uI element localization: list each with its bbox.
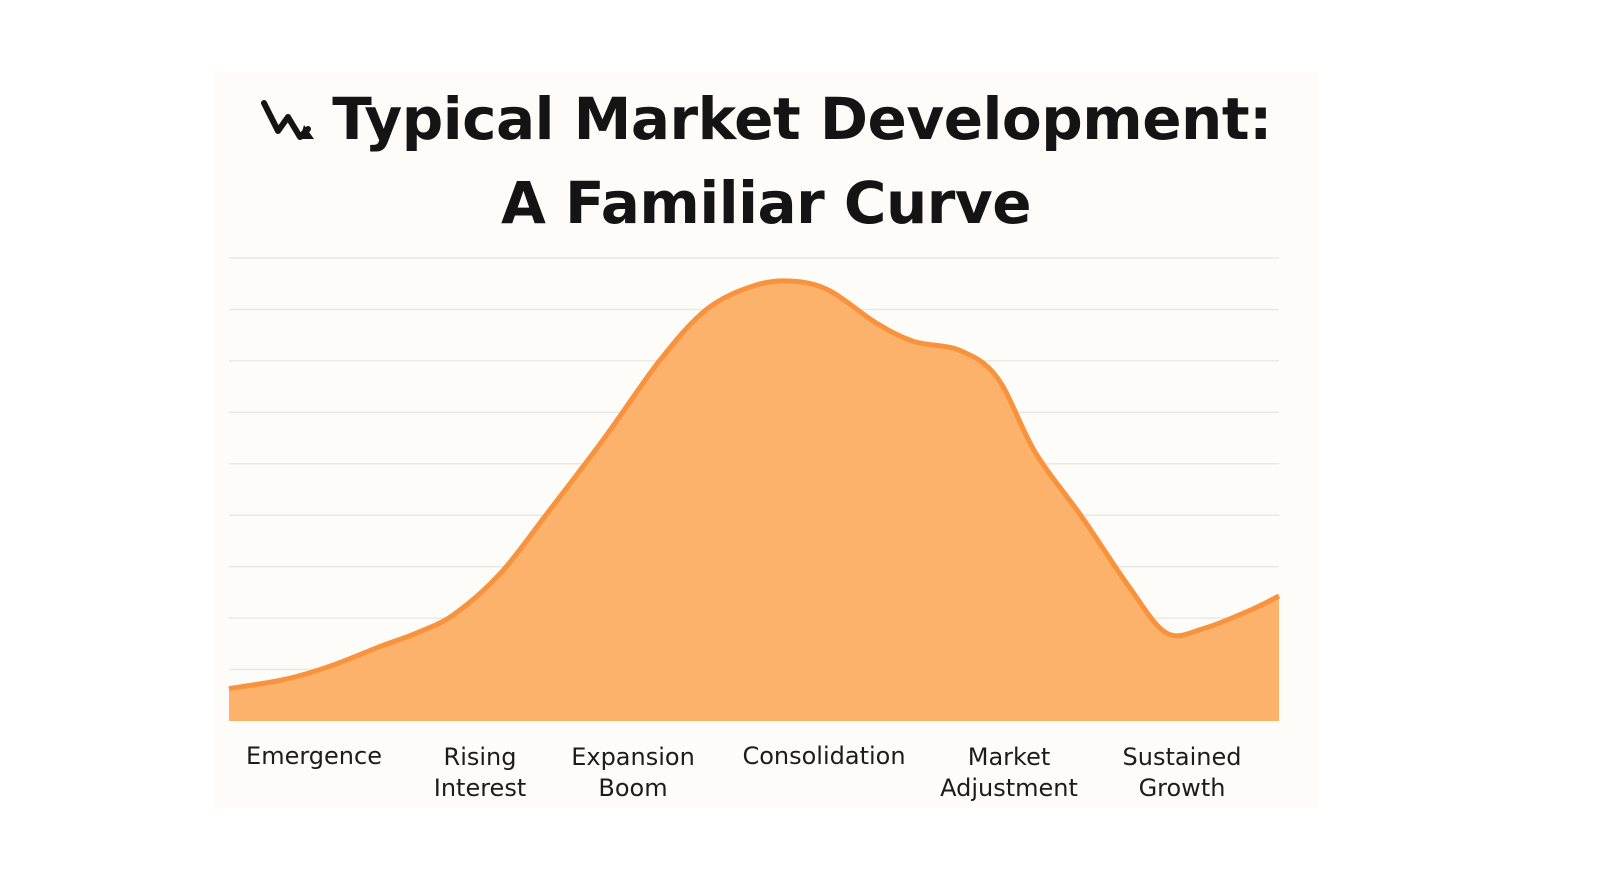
x-tick-label-line: Rising bbox=[444, 743, 517, 771]
x-tick-label: Consolidation bbox=[742, 742, 905, 770]
x-tick-label-line: Interest bbox=[434, 774, 526, 802]
title-text-1: Typical Market Development: bbox=[332, 85, 1272, 153]
x-tick-label-line: Growth bbox=[1139, 774, 1226, 802]
x-tick-label: Rising Interest bbox=[434, 743, 526, 802]
x-tick-label-line: Consolidation bbox=[742, 742, 905, 770]
area-series bbox=[229, 280, 1279, 721]
x-tick-label: Market Adjustment bbox=[940, 743, 1078, 802]
x-tick-label-line: Adjustment bbox=[940, 774, 1078, 802]
x-tick-label-line: Expansion bbox=[571, 743, 695, 771]
series-line bbox=[228, 278, 1281, 692]
chart-decreasing-icon bbox=[260, 86, 318, 164]
chart-title: Typical Market Development: A Familiar C… bbox=[214, 80, 1318, 242]
x-tick-label-line: Emergence bbox=[246, 742, 382, 770]
x-tick-label: Emergence bbox=[246, 742, 382, 770]
x-tick-label: Expansion Boom bbox=[571, 743, 695, 802]
x-tick-label-line: Market bbox=[968, 743, 1051, 771]
x-tick-label-line: Boom bbox=[598, 774, 667, 802]
title-line-2: A Familiar Curve bbox=[500, 169, 1032, 237]
x-axis-labels: Emergence Rising Interest Expansion Boom Cons… bbox=[246, 742, 1241, 802]
x-tick-label-line: Sustained bbox=[1123, 743, 1242, 771]
x-tick-label: Sustained Growth bbox=[1123, 743, 1242, 802]
title-line-1: Typical Market Development: bbox=[214, 80, 1318, 164]
